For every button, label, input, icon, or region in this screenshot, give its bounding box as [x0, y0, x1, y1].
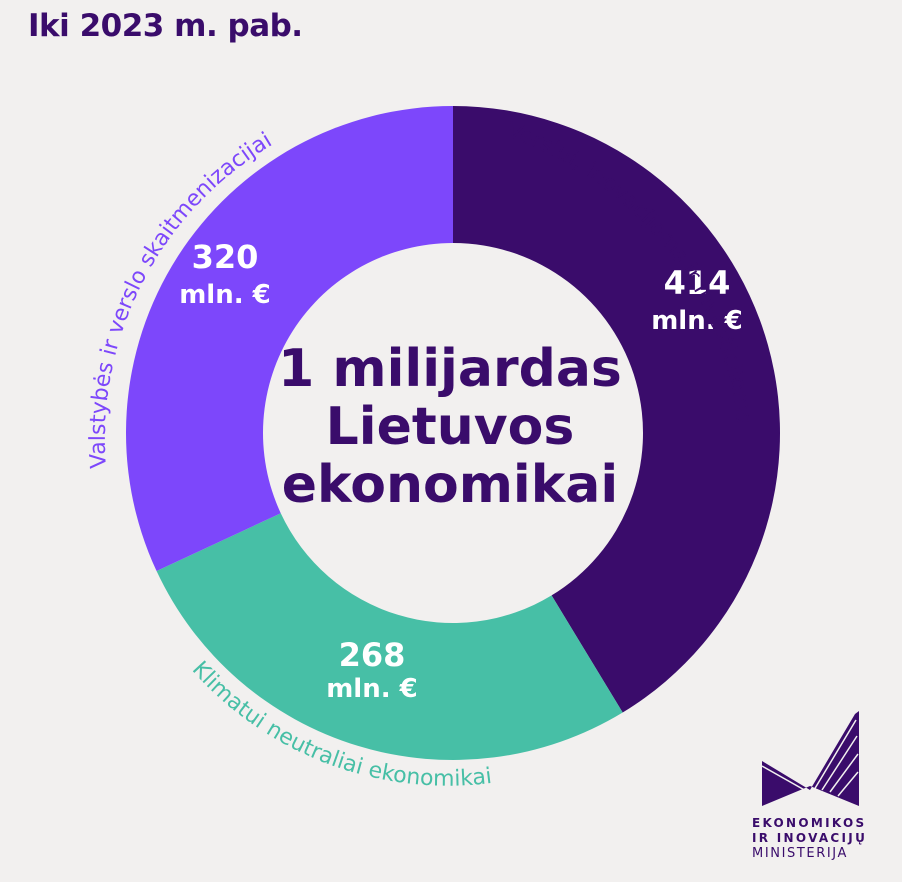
logo-text-line1: EKONOMIKOS [752, 816, 867, 830]
ministry-logo: EKONOMIKOS IR INOVACIJŲ MINISTERIJA [752, 706, 872, 866]
slice-value-label: 268 [339, 636, 406, 674]
slice-unit-label: mln. € [179, 280, 271, 310]
slice-unit-label: mln. € [326, 674, 418, 704]
donut-slice [126, 106, 453, 572]
slice-value-label: 320 [192, 238, 259, 276]
page-title: Iki 2023 m. pab. [28, 8, 303, 44]
ministry-logo-mark [761, 711, 859, 806]
center-text-line1: 1 milijardas [278, 339, 622, 399]
center-text-line2: Lietuvos [326, 397, 575, 457]
logo-text-line3: MINISTERIJA [752, 846, 848, 861]
donut-slice [156, 513, 623, 760]
slice-unit-label: mln. € [651, 306, 743, 336]
logo-text-line2: IR INOVACIJŲ [752, 831, 868, 845]
center-text-line3: ekonomikai [282, 455, 618, 515]
donut-slice [453, 106, 781, 713]
slice-value-label: 414 [664, 264, 731, 302]
